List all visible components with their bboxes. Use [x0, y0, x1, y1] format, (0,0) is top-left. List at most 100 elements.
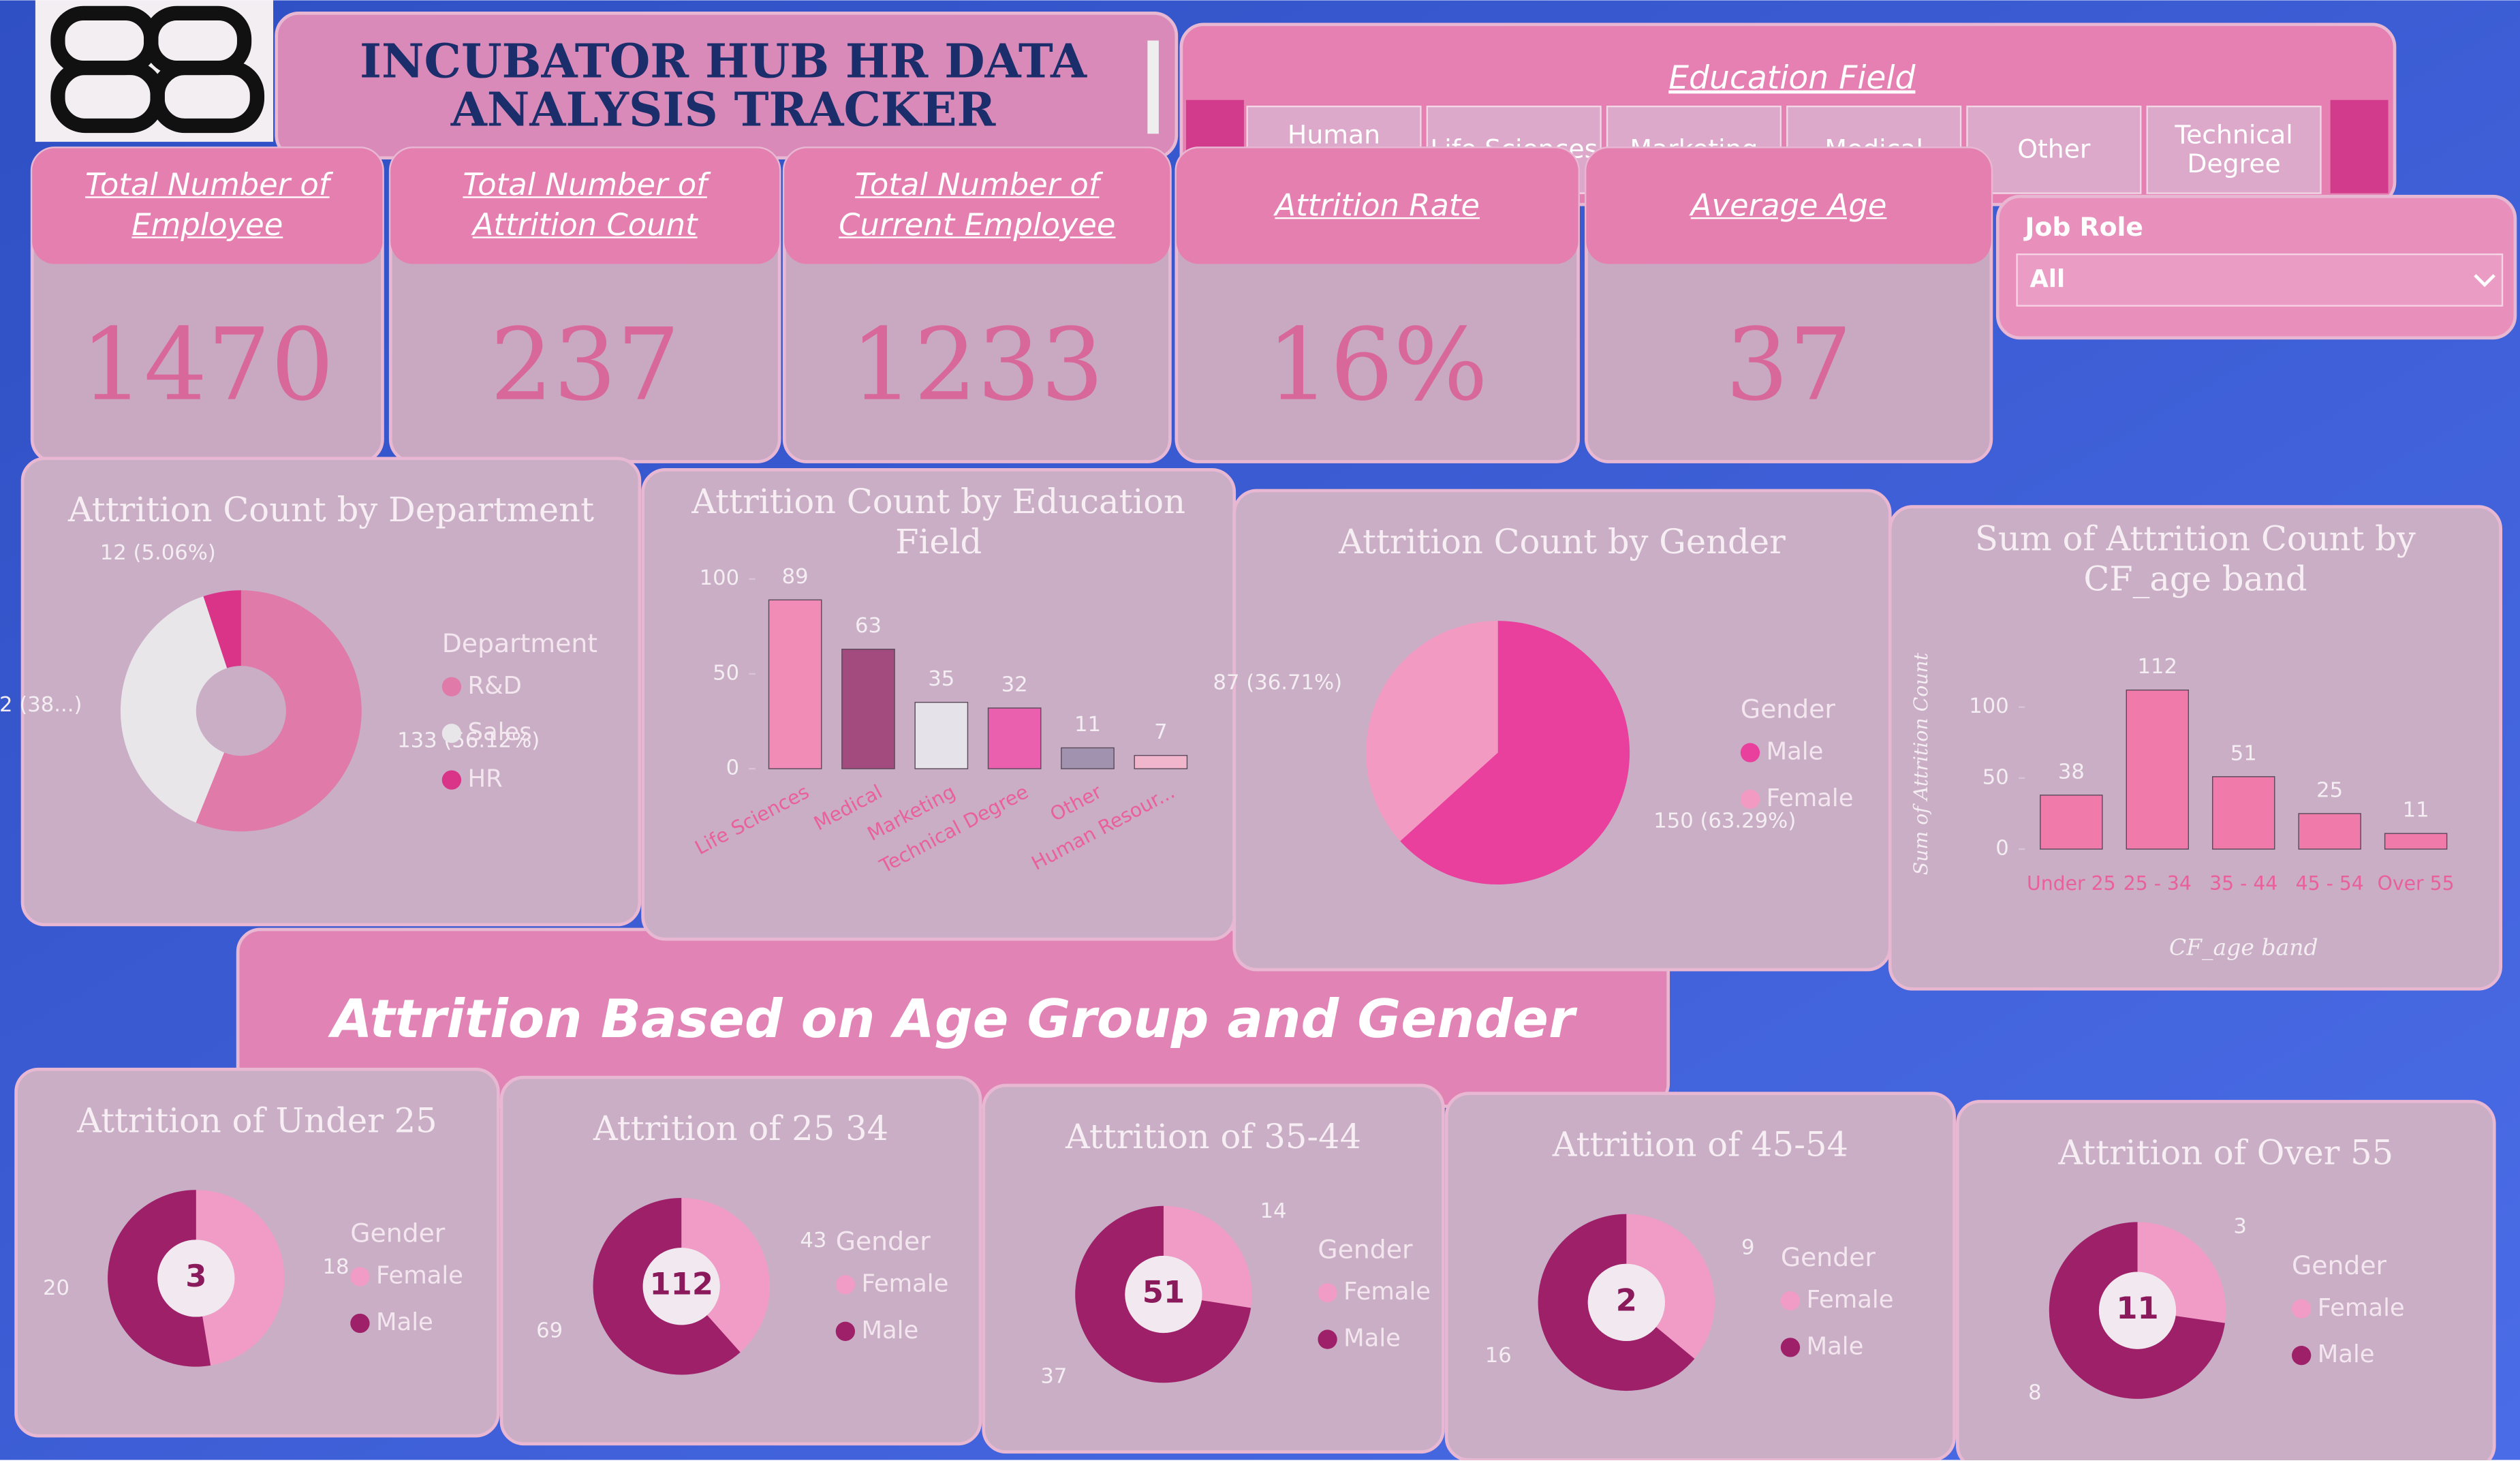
chart-title: Attrition of Under 25	[77, 1102, 437, 1141]
center-disc	[157, 1239, 235, 1317]
slice	[108, 1190, 211, 1367]
legend-entry: R&D	[467, 672, 521, 700]
legend-entry: Female	[1343, 1278, 1431, 1306]
chart-title-box: Attrition of Over 55	[2058, 1134, 2394, 1173]
kpi-label: Attrition Rate	[1275, 187, 1480, 224]
kpi-value: 16%	[1266, 307, 1488, 423]
y-tick-label: 50	[1982, 765, 2009, 789]
slice	[2137, 1222, 2226, 1323]
slice	[120, 596, 228, 823]
legend-swatch	[350, 1313, 370, 1334]
data-label: 16	[1485, 1344, 1512, 1368]
center-label: 112	[649, 1266, 713, 1302]
legend-swatch	[1780, 1291, 1801, 1311]
slice	[203, 590, 241, 668]
filter-label: Job Role	[2023, 212, 2143, 242]
dropdown[interactable]	[2016, 253, 2504, 307]
dropdown-arrow	[2474, 274, 2495, 288]
kpi-label: Total Number of Attrition Count	[463, 168, 707, 243]
center-disc	[2098, 1272, 2177, 1349]
legend-swatch	[835, 1321, 856, 1341]
slice	[2049, 1222, 2225, 1399]
data-label: 11	[1074, 713, 1101, 737]
bar	[2126, 689, 2190, 850]
x-axis-label: CF_age band	[2169, 934, 2318, 961]
kpi-value: 1470	[80, 307, 334, 423]
legend-title: Gender	[1741, 694, 1836, 724]
data-label: 20	[43, 1276, 69, 1300]
legend-entry: Female	[376, 1262, 463, 1290]
data-label: 133 (56.12%)	[397, 728, 540, 752]
chart-title: Attrition of Over 55	[2058, 1134, 2394, 1173]
title-accent	[1147, 40, 1159, 134]
data-label: 63	[855, 614, 882, 638]
data-label: 43	[800, 1229, 826, 1252]
slicer-option-box[interactable]: Other	[1967, 106, 2141, 193]
kpi-header	[1586, 148, 1991, 264]
legend-title: Gender	[350, 1218, 446, 1248]
data-label: 18	[323, 1255, 349, 1279]
legend-swatch	[350, 1267, 370, 1287]
legend-swatch	[2292, 1346, 2312, 1366]
data-label: 89	[782, 565, 809, 589]
slicer-option[interactable]: Other	[2017, 134, 2091, 165]
logo	[35, 0, 274, 142]
bar	[2298, 813, 2361, 850]
kpi-label-box: Total Number of Attrition Count	[463, 168, 707, 243]
legend-title: Gender	[1781, 1242, 1876, 1272]
data-label: 7	[1154, 720, 1168, 744]
data-label: 51	[2230, 741, 2257, 765]
legend-swatch	[1318, 1329, 1337, 1349]
chart-title-box: Attrition Count by Education Field	[691, 482, 1185, 561]
chart-title: Attrition Count by Department	[67, 491, 595, 530]
chart-title-box: Attrition of Under 25	[77, 1102, 437, 1141]
data-label: 12 (5.06%)	[100, 541, 216, 565]
kpi-header	[1176, 148, 1578, 264]
chart-title: Attrition Count by Gender	[1339, 523, 1786, 562]
chart-title: Attrition of 35-44	[1065, 1118, 1362, 1157]
bar	[987, 707, 1042, 769]
center-label: 11	[2116, 1290, 2158, 1326]
kpi-label-box: Total Number of Employee	[85, 168, 330, 243]
data-label: 9	[1741, 1235, 1755, 1259]
slicer-option-box[interactable]: Technical Degree	[2147, 106, 2321, 193]
center-label: 51	[1142, 1274, 1185, 1310]
bar	[768, 599, 822, 769]
center-label: 3	[185, 1258, 206, 1294]
data-label: 25	[2316, 778, 2343, 802]
slicer-button[interactable]	[1966, 106, 2142, 194]
x-tick-label: 35 - 44	[2209, 872, 2277, 895]
data-label: 150 (63.29%)	[1653, 809, 1796, 833]
legend-entry: Female	[861, 1269, 948, 1297]
kpi-header	[390, 148, 780, 264]
bar	[2040, 795, 2103, 850]
kpi-value: 37	[1726, 307, 1852, 423]
x-tick-label: 25 - 34	[2124, 872, 2192, 895]
legend-swatch	[1740, 789, 1760, 810]
y-tick-label: 100	[700, 566, 740, 590]
x-tick-label: Under 25	[2027, 872, 2116, 895]
kpi-label: Total Number of Employee	[85, 168, 330, 243]
chart-panel	[1888, 505, 2503, 991]
chart-title-box: Sum of Attrition Count by CF_age band	[1975, 519, 2416, 599]
slicer-option[interactable]: Technical Degree	[2175, 120, 2293, 179]
kpi-label-box: Attrition Rate	[1275, 187, 1480, 224]
chart-title: Sum of Attrition Count by CF_age band	[1975, 519, 2416, 599]
data-label: 35	[928, 667, 954, 691]
legend-entry: Male	[1767, 738, 1824, 766]
legend-title: Gender	[2292, 1250, 2387, 1280]
slicer-button[interactable]	[2146, 106, 2322, 194]
dropdown-value[interactable]: All	[2029, 265, 2065, 293]
data-label: 112	[2138, 655, 2178, 679]
data-label: 8	[2028, 1381, 2042, 1405]
legend-swatch	[441, 677, 462, 696]
legend-swatch	[1740, 743, 1760, 763]
kpi-label-box: Total Number of Current Employee	[839, 168, 1115, 243]
logo-shape	[150, 60, 265, 134]
center-disc	[1125, 1255, 1202, 1334]
slice	[1400, 621, 1630, 884]
slice	[593, 1197, 741, 1375]
bar	[2384, 833, 2448, 850]
slice	[1075, 1205, 1251, 1383]
kpi-header	[32, 148, 383, 264]
